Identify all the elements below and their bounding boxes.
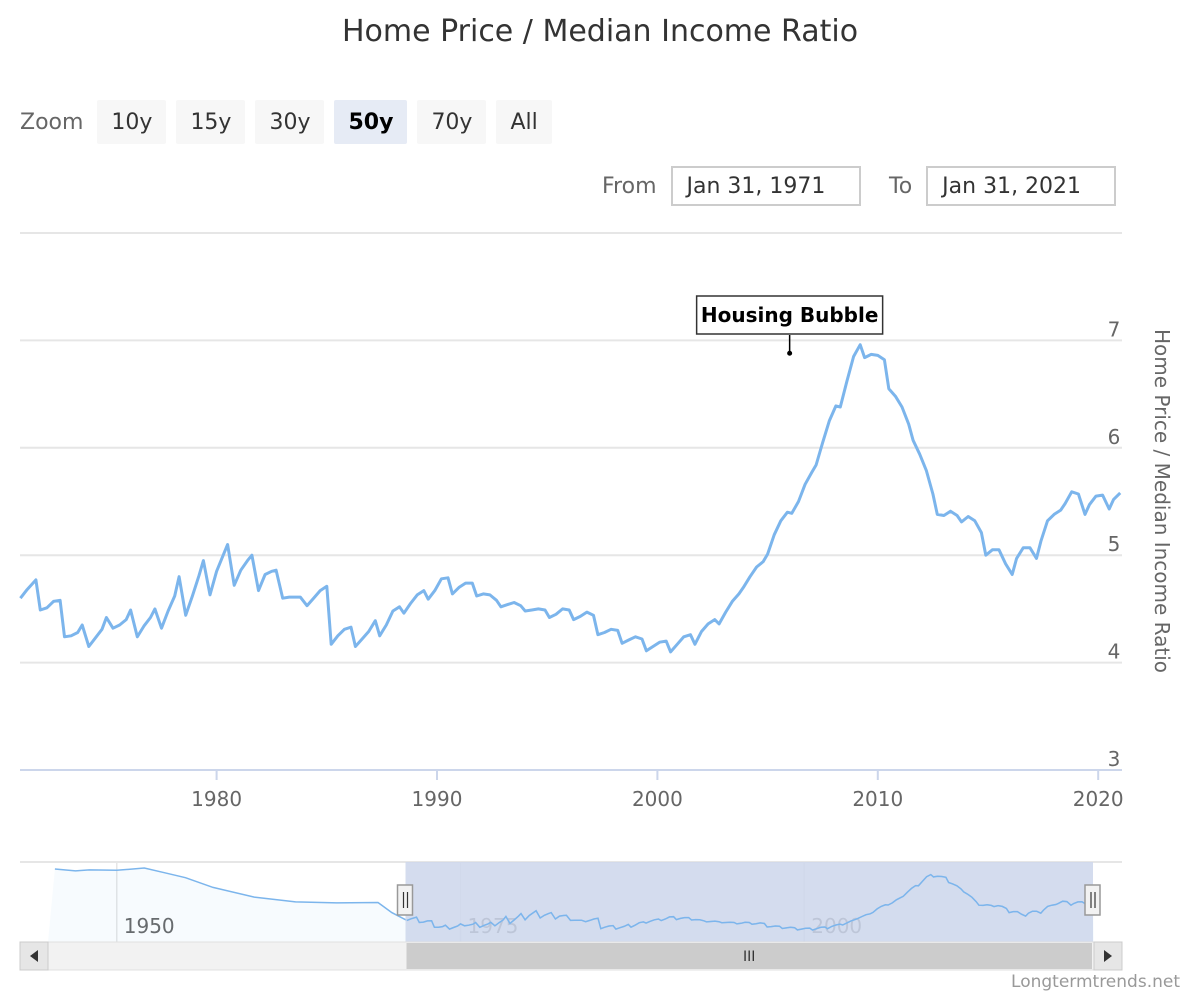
to-label: To xyxy=(889,173,913,199)
scrollbar-thumb[interactable] xyxy=(406,943,1093,969)
navigator-tick-label: 1950 xyxy=(124,914,175,938)
x-tick-label: 2020 xyxy=(1073,787,1124,811)
annotation-box xyxy=(695,295,884,335)
from-date-input[interactable]: Jan 31, 1971 xyxy=(670,166,861,206)
y-tick-label: 3 xyxy=(1108,747,1121,771)
arrow-left-icon xyxy=(30,950,38,962)
x-tick-label: 2000 xyxy=(632,787,683,811)
x-tick-label: 1980 xyxy=(191,787,242,811)
range-from: From Jan 31, 1971 xyxy=(602,164,861,208)
zoom-button-30y[interactable]: 30y xyxy=(255,100,325,144)
zoom-selector: Zoom 10y 15y 30y 50y 70y All xyxy=(20,100,562,144)
handle-body xyxy=(1084,884,1101,916)
zoom-label: Zoom xyxy=(20,109,84,135)
y-tick-label: 5 xyxy=(1108,532,1121,556)
zoom-button-all[interactable]: All xyxy=(496,100,552,144)
from-label: From xyxy=(602,173,657,199)
navigator-selected-line xyxy=(406,873,1094,931)
navigator-handle-right[interactable] xyxy=(1084,884,1101,916)
zoom-button-15y[interactable]: 15y xyxy=(176,100,246,144)
y-tick-label: 6 xyxy=(1108,425,1121,449)
to-date-input[interactable]: Jan 31, 2021 xyxy=(926,166,1117,206)
arrow-right-icon xyxy=(1104,950,1112,962)
navigator-selection xyxy=(405,862,1093,942)
zoom-button-10y[interactable]: 10y xyxy=(97,100,167,144)
navigator-handle-left[interactable] xyxy=(396,884,414,916)
annotation-point xyxy=(787,350,793,356)
x-tick-label: 2010 xyxy=(852,787,903,811)
x-tick-label: 1990 xyxy=(412,787,463,811)
y-tick-label: 7 xyxy=(1108,317,1121,341)
credits-link[interactable]: Longtermtrends.net xyxy=(1011,972,1180,992)
handle-body xyxy=(396,884,414,916)
chart-title: Home Price / Median Income Ratio xyxy=(341,14,859,49)
y-tick-label: 4 xyxy=(1108,640,1121,664)
scrollbar-grip-icon: III xyxy=(743,949,755,965)
zoom-button-50y[interactable]: 50y xyxy=(334,100,408,144)
series-line xyxy=(19,343,1122,654)
y-axis-title: Home Price / Median Income Ratio xyxy=(1150,329,1174,673)
zoom-button-70y[interactable]: 70y xyxy=(417,100,487,144)
annotation-label: Housing Bubble xyxy=(701,303,879,327)
range-to: To Jan 31, 2021 xyxy=(889,164,1117,208)
navigator-area xyxy=(48,868,1095,942)
